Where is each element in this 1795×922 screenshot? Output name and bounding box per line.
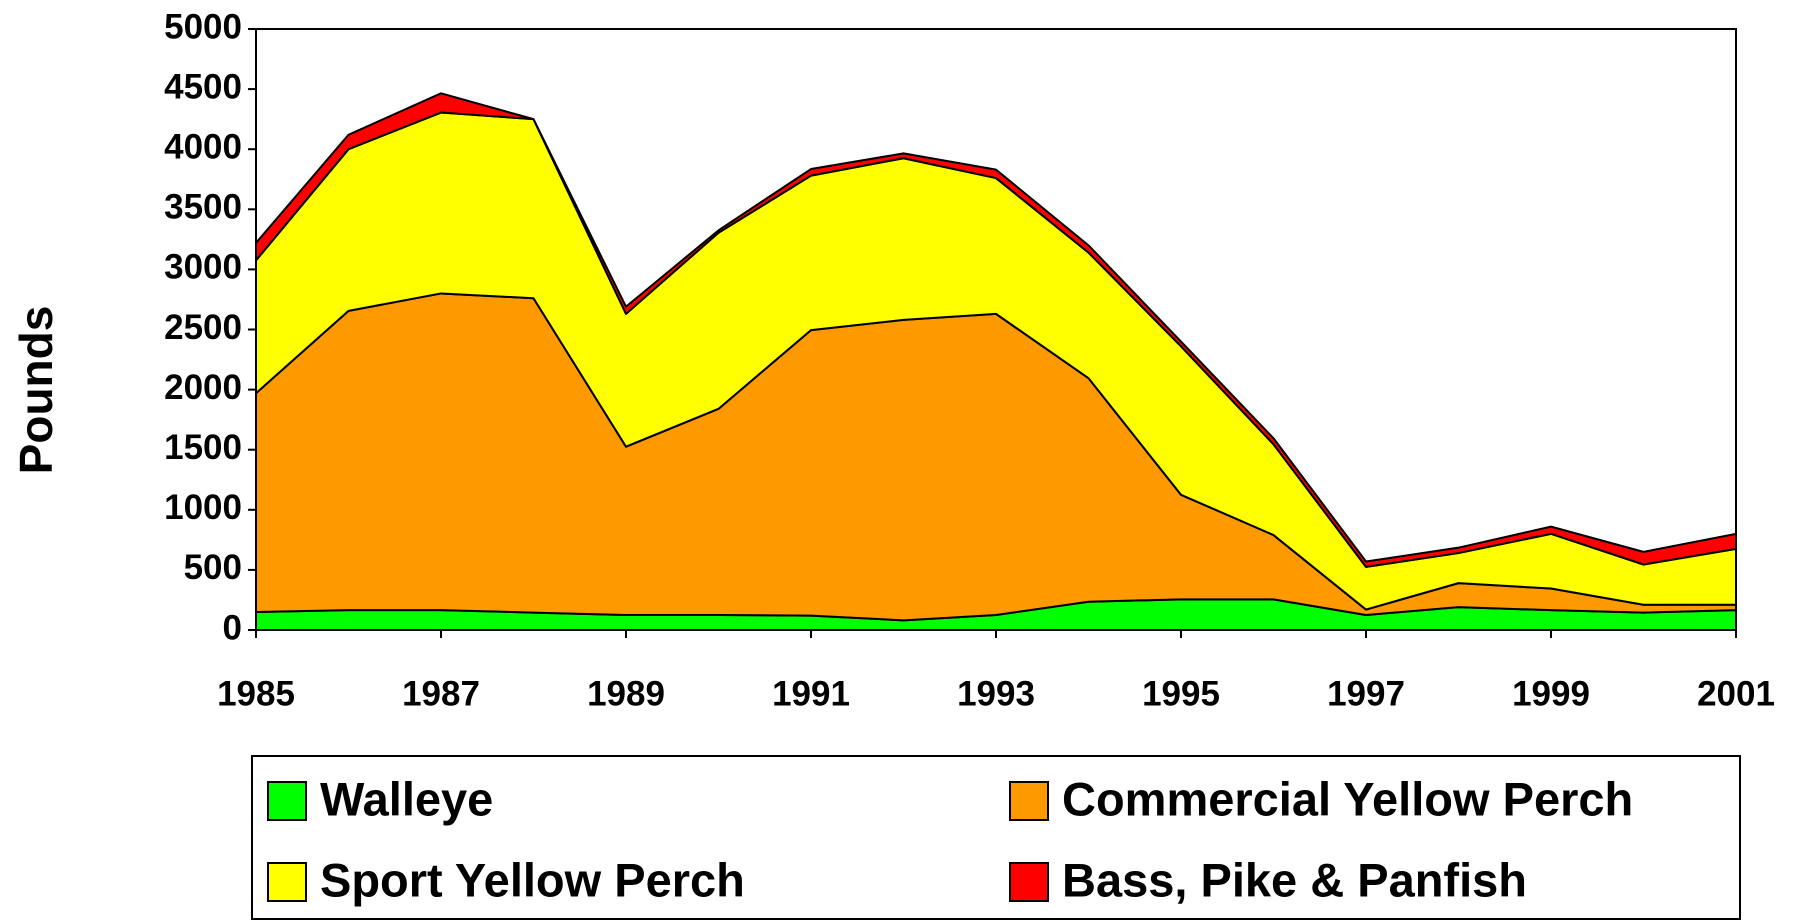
- y-tick-label: 1500: [164, 428, 242, 467]
- legend-swatch: [1009, 781, 1049, 821]
- legend-label: Bass, Pike & Panfish: [1062, 853, 1527, 906]
- y-tick-label: 1000: [164, 488, 242, 527]
- x-tick-label: 1999: [1512, 674, 1590, 713]
- x-tick-label: 1989: [587, 674, 665, 713]
- y-tick-label: 3500: [164, 188, 242, 227]
- y-tick-label: 2000: [164, 368, 242, 407]
- legend-box: [251, 755, 1741, 920]
- x-tick-label: 1993: [957, 674, 1035, 713]
- legend-label: Commercial Yellow Perch: [1062, 772, 1633, 825]
- legend-swatch: [267, 781, 307, 821]
- x-tick-label: 1995: [1142, 674, 1220, 713]
- y-tick-label: 3000: [164, 248, 242, 287]
- y-tick-label: 4500: [164, 67, 242, 106]
- x-tick-label: 1997: [1327, 674, 1405, 713]
- x-tick-label: 1987: [402, 674, 480, 713]
- legend-label: Walleye: [320, 772, 493, 825]
- legend-swatch: [1009, 862, 1049, 902]
- legend-swatch: [267, 862, 307, 902]
- x-tick-label: 1985: [217, 674, 295, 713]
- legend-label: Sport Yellow Perch: [320, 853, 745, 906]
- y-tick-label: 0: [223, 608, 242, 647]
- y-tick-label: 2500: [164, 308, 242, 347]
- y-tick-label: 500: [184, 548, 242, 587]
- x-tick-label: 1991: [772, 674, 850, 713]
- x-tick-label: 2001: [1697, 674, 1775, 713]
- y-tick-label: 5000: [164, 7, 242, 46]
- y-axis-title: Pounds: [10, 306, 62, 475]
- y-tick-label: 4000: [164, 127, 242, 166]
